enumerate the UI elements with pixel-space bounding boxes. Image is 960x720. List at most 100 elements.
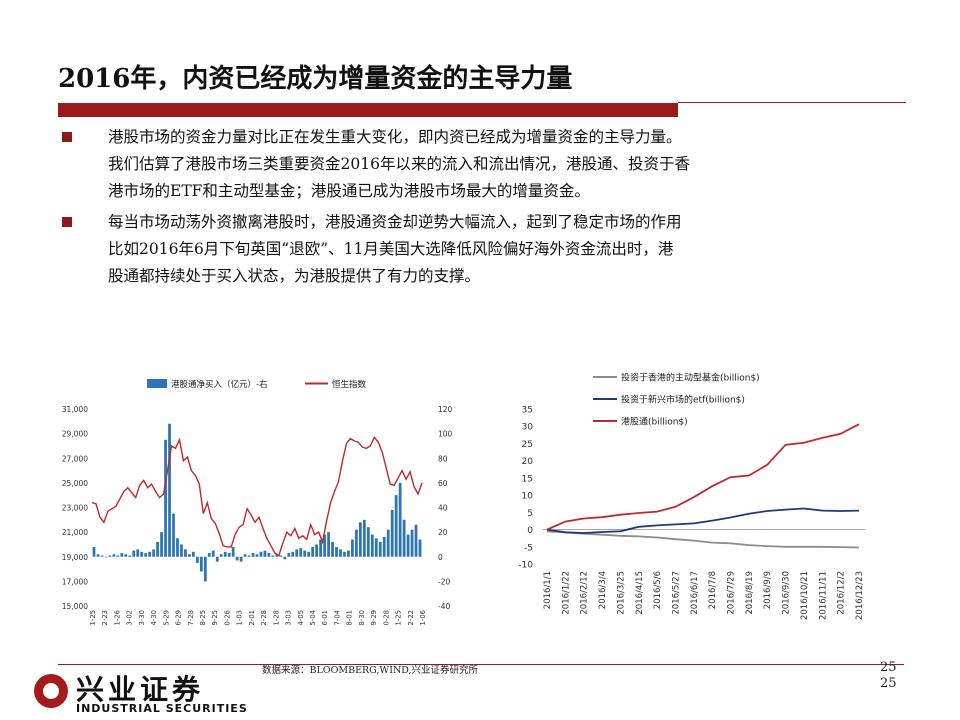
y-tick-label: -10 [518,561,533,571]
bar [92,546,96,557]
bar [140,551,144,557]
x-tick-label: 2016-06-01 [321,610,329,625]
bar [323,534,326,557]
series-line [546,507,860,534]
bar [299,548,303,557]
bar [366,527,370,557]
x-tick-label: 2016/1/22 [561,571,571,615]
company-logo: 兴业证券 INDUSTRIAL SECURITIES [18,668,268,716]
y-left-tick-label: 17,000 [62,577,88,586]
logo-text-en: INDUSTRIAL SECURITIES [76,702,248,715]
x-tick-label: 2015-03-02 [126,610,134,625]
y-tick-label: 20 [522,457,534,467]
bar [355,529,358,557]
bar [378,541,382,557]
x-tick-label: 2016/4/15 [635,571,645,615]
y-tick-label: 30 [522,423,534,433]
bar [144,553,148,557]
title-underline-bar [58,103,678,117]
x-tick-label: 2016/10/21 [800,571,810,620]
x-tick-label: 2015-12-01 [248,610,256,625]
square-bullet-icon [62,217,72,227]
footer-rule [58,664,904,665]
bar [100,555,104,557]
bar [176,538,179,557]
legend-label: 港股通净买入（亿元）-右 [171,379,268,390]
bar [203,556,207,582]
bar [132,550,136,557]
x-tick-label: 2016-08-30 [358,610,366,625]
legend-label: 恒生指数 [332,379,367,390]
y-left-tick-label: 15,000 [62,602,88,611]
bar [231,546,235,557]
x-tick-label: 2015-06-29 [175,610,183,625]
bar [351,539,354,557]
fund-flow-chart: 投资于香港的主动型基金(billion$) 投资于新兴市场的etf(billion… [518,372,865,620]
bar [283,556,287,560]
bar [414,524,418,557]
bullet-line: 股通都持续处于买入状态，为港股提供了有力的支撑。 [108,267,481,285]
page-number-secondary: 25 [880,676,897,691]
page-number: 25 [880,660,897,675]
x-tick-label: 2016/7/29 [727,571,737,615]
bar [247,555,251,557]
x-tick-label: 2016-04-05 [297,610,305,625]
bar [96,554,100,557]
x-tick-label: 2016/3/4 [598,571,608,609]
x-tick-label: 2017-01-06 [419,610,427,625]
bar [148,551,152,557]
y-tick-label: 15 [522,474,533,484]
bar [295,549,299,557]
y-right-tick-label: 100 [438,430,453,439]
bar [271,555,275,557]
x-tick-label: 2016-09-29 [370,610,378,625]
x-tick-label: 2016-05-04 [309,610,317,625]
y-left-tick-label: 27,000 [62,454,88,463]
series-line-hsi [91,435,423,557]
bar [239,556,243,562]
bullet-line: 每当市场动荡外资撤离港股时，港股通资金却逆势大幅流入，起到了稳定市场的作用 [108,213,682,231]
x-tick-label: 2016-11-25 [395,610,403,625]
logo-text-cn: 兴业证券 [76,673,205,706]
bar [398,482,402,557]
bar [215,556,219,562]
bar [207,553,211,557]
bar [263,550,267,557]
x-tick-label: 2016-08-01 [346,610,354,625]
x-tick-label: 2016/5/27 [671,571,681,615]
bar [267,553,271,557]
x-tick-label: 2016/3/25 [616,571,626,615]
x-tick-label: 2015-04-30 [150,610,158,625]
y-right-tick-label: -20 [438,577,450,586]
x-tick-label: 2016-12-22 [407,610,415,625]
bar [362,519,366,557]
y-right-tick-label: 120 [438,405,453,414]
bar [195,556,199,563]
bar [160,532,163,557]
x-tick-label: 2016/9/30 [782,571,792,615]
bullet-list: 港股市场的资金力量对比正在发生重大变化，即内资已经成为增量资金的主导力量。 我们… [62,124,912,294]
bar [319,539,323,557]
x-tick-label: 2016/2/12 [580,571,590,615]
x-tick-label: 2015-05-29 [162,610,170,625]
x-tick-label: 2015-03-30 [138,610,146,625]
bar [275,554,279,557]
bar [402,519,406,557]
x-tick-label: 2016/11/11 [818,571,828,620]
page-title: 2016年，内资已经成为增量资金的主导力量 [58,64,573,94]
bar [164,439,167,557]
bar [287,553,291,557]
y-right-tick-label: 80 [438,454,448,463]
bar [303,550,307,557]
y-left-tick-label: 23,000 [62,504,88,513]
x-tick-label: 2016/8/19 [745,571,755,615]
y-tick-label: 25 [522,440,533,450]
bar [418,539,422,557]
x-tick-label: 2015-01-26 [113,610,121,625]
bar [374,538,378,557]
y-right-tick-label: -40 [438,602,450,611]
bar [104,556,108,558]
bar [172,513,175,557]
bar [394,495,398,557]
legend-swatch-bars [147,379,167,388]
